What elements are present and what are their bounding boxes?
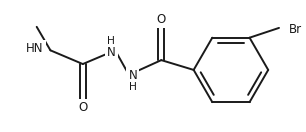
Text: O: O <box>78 101 88 114</box>
Text: HN: HN <box>26 42 43 55</box>
Text: H: H <box>107 36 115 46</box>
Text: N: N <box>129 69 137 82</box>
Text: N: N <box>107 46 116 59</box>
Text: H: H <box>129 82 137 92</box>
Text: O: O <box>157 13 166 26</box>
Text: Br: Br <box>289 23 302 36</box>
